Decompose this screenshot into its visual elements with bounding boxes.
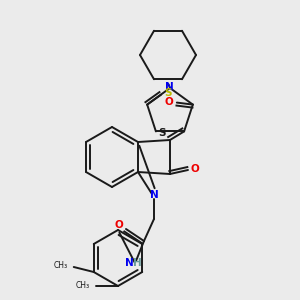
Text: CH₃: CH₃ (54, 260, 68, 269)
Text: O: O (115, 220, 123, 230)
Text: S: S (164, 88, 172, 98)
Text: O: O (164, 97, 173, 106)
Text: O: O (190, 164, 200, 174)
Text: N: N (165, 82, 173, 92)
Text: S: S (158, 128, 166, 138)
Text: CH₃: CH₃ (76, 281, 90, 290)
Text: N: N (150, 190, 158, 200)
Text: H: H (133, 258, 141, 268)
Text: N: N (124, 258, 134, 268)
